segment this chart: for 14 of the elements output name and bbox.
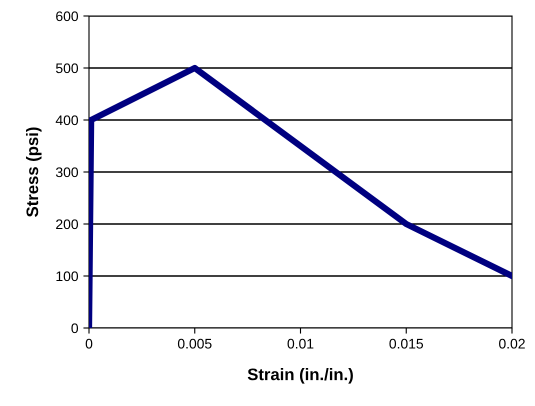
y-tick-label: 600: [56, 11, 78, 22]
y-tick-label: 200: [56, 219, 78, 230]
y-tick-label: 400: [56, 115, 78, 126]
y-axis-title: Stress (psi): [26, 127, 42, 217]
y-tick-label: 300: [56, 167, 78, 178]
y-tick-label: 500: [56, 63, 78, 74]
x-tick-label: 0: [86, 338, 92, 349]
x-axis-title: Strain (in./in.): [248, 368, 353, 384]
x-tick-label: 0.015: [389, 338, 424, 349]
y-tick-label: 100: [56, 271, 78, 282]
y-tick-label: 0: [71, 323, 78, 334]
x-tick-label: 0.01: [288, 338, 314, 349]
x-tick-label: 0.005: [178, 338, 212, 349]
x-tick-label: 0.02: [499, 338, 525, 349]
